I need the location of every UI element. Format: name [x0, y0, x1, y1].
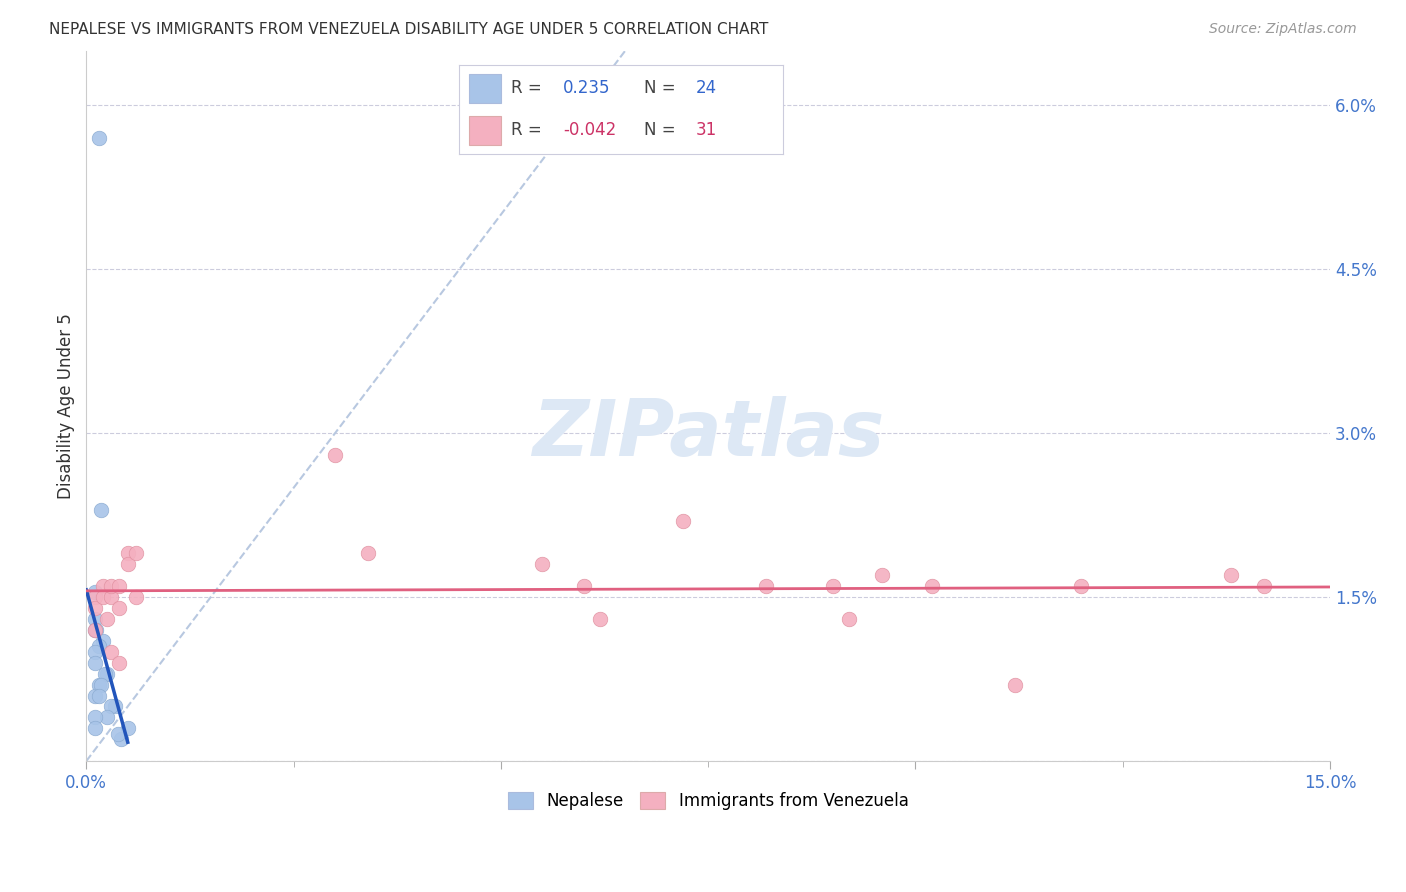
Legend: Nepalese, Immigrants from Venezuela: Nepalese, Immigrants from Venezuela — [502, 785, 915, 817]
Y-axis label: Disability Age Under 5: Disability Age Under 5 — [58, 313, 75, 499]
Point — [83, 710, 105, 724]
Point — [872, 568, 894, 582]
Point — [125, 546, 148, 560]
Point — [838, 612, 860, 626]
Point — [1219, 568, 1241, 582]
Point — [1004, 677, 1026, 691]
Point — [921, 579, 943, 593]
Point — [83, 623, 105, 637]
Point — [96, 666, 118, 681]
Point — [323, 448, 346, 462]
Text: Source: ZipAtlas.com: Source: ZipAtlas.com — [1209, 22, 1357, 37]
Point — [87, 640, 110, 654]
Point — [91, 579, 114, 593]
Point — [83, 584, 105, 599]
Point — [83, 590, 105, 604]
Point — [83, 645, 105, 659]
Point — [83, 656, 105, 670]
Point — [108, 601, 131, 615]
Point — [357, 546, 380, 560]
Point — [589, 612, 612, 626]
Point — [83, 601, 105, 615]
Point — [90, 502, 112, 516]
Point — [93, 666, 115, 681]
Point — [755, 579, 778, 593]
Point — [83, 721, 105, 735]
Point — [90, 677, 112, 691]
Point — [87, 689, 110, 703]
Point — [572, 579, 595, 593]
Point — [117, 558, 139, 572]
Point — [91, 590, 114, 604]
Text: ZIPatlas: ZIPatlas — [531, 396, 884, 472]
Point — [83, 612, 105, 626]
Point — [83, 689, 105, 703]
Point — [107, 727, 129, 741]
Point — [1070, 579, 1092, 593]
Point — [87, 131, 110, 145]
Point — [117, 721, 139, 735]
Point — [84, 623, 107, 637]
Point — [87, 677, 110, 691]
Point — [117, 546, 139, 560]
Point — [104, 699, 127, 714]
Text: NEPALESE VS IMMIGRANTS FROM VENEZUELA DISABILITY AGE UNDER 5 CORRELATION CHART: NEPALESE VS IMMIGRANTS FROM VENEZUELA DI… — [49, 22, 769, 37]
Point — [108, 656, 131, 670]
Point — [91, 633, 114, 648]
Point — [1253, 579, 1275, 593]
Point — [100, 645, 122, 659]
Point — [100, 579, 122, 593]
Point — [108, 579, 131, 593]
Point — [821, 579, 844, 593]
Point — [100, 699, 122, 714]
Point — [110, 732, 132, 747]
Point — [672, 514, 695, 528]
Point — [83, 623, 105, 637]
Point — [96, 612, 118, 626]
Point — [100, 590, 122, 604]
Point — [531, 558, 554, 572]
Point — [96, 710, 118, 724]
Point — [125, 590, 148, 604]
